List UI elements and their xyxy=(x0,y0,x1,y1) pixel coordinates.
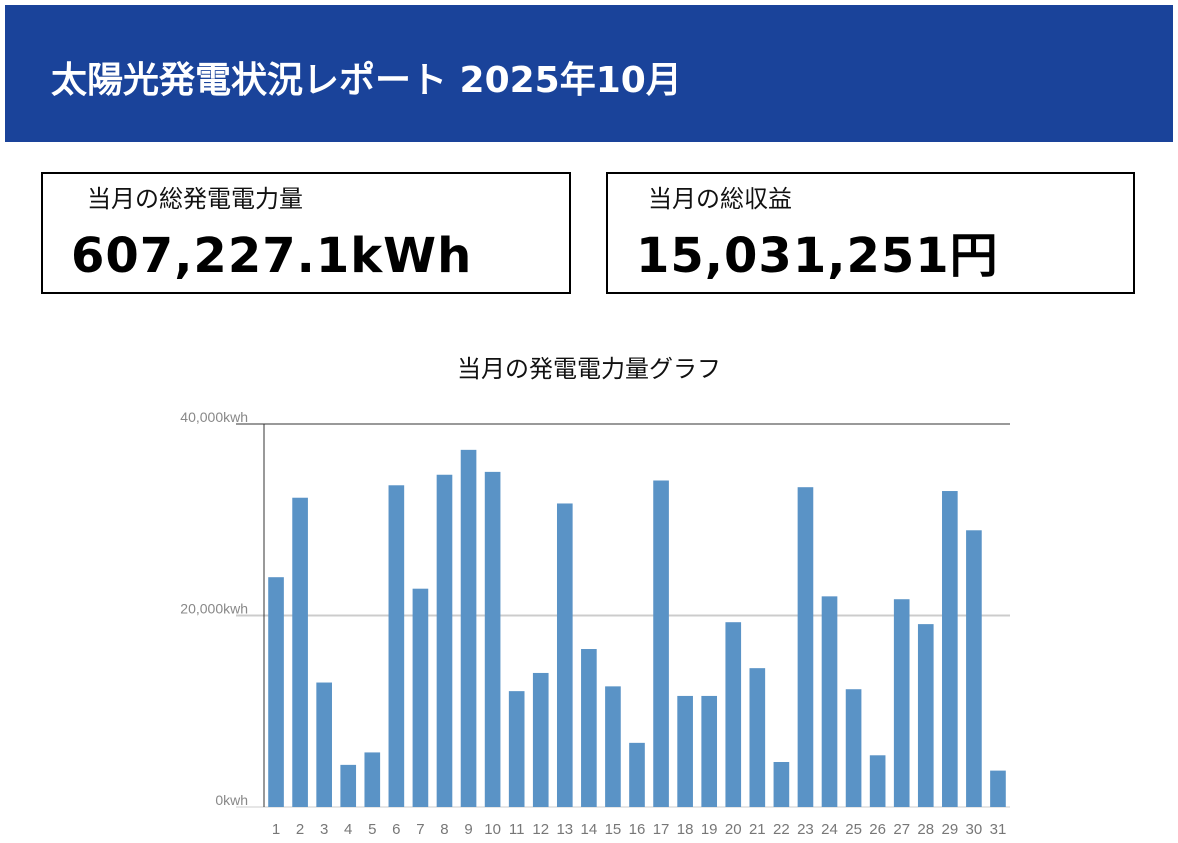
x-tick-label: 21 xyxy=(749,821,766,838)
x-tick-label: 16 xyxy=(629,821,646,838)
x-tick-label: 1 xyxy=(272,821,280,838)
bar-day-13 xyxy=(556,503,573,807)
bar-day-22 xyxy=(773,761,790,807)
x-tick-label: 18 xyxy=(677,821,694,838)
total-energy-label: 当月の総発電電力量 xyxy=(87,185,303,213)
bar-day-27 xyxy=(893,599,910,807)
x-tick-label: 12 xyxy=(532,821,549,838)
x-tick-label: 17 xyxy=(653,821,670,838)
x-tick-label: 11 xyxy=(509,821,525,838)
x-tick-label: 19 xyxy=(701,821,718,838)
x-tick-label: 14 xyxy=(581,821,598,838)
x-tick-label: 3 xyxy=(320,821,328,838)
x-tick-label: 2 xyxy=(296,821,304,838)
total-energy-value: 607,227.1kWh xyxy=(71,228,473,284)
bar-day-1 xyxy=(268,577,284,807)
total-revenue-value: 15,031,251円 xyxy=(636,228,999,284)
x-tick-label: 23 xyxy=(797,821,814,838)
x-tick-label: 10 xyxy=(484,821,501,838)
bar-day-8 xyxy=(436,474,453,807)
report-header: 太陽光発電状況レポート 2025年10月 xyxy=(5,5,1173,142)
bar-day-21 xyxy=(749,668,766,807)
bar-day-7 xyxy=(412,588,429,807)
bar-day-24 xyxy=(821,596,838,807)
bar-day-31 xyxy=(990,770,1006,807)
report-title: 太陽光発電状況レポート 2025年10月 xyxy=(51,60,682,101)
x-tick-label: 29 xyxy=(941,821,958,838)
x-tick-label: 6 xyxy=(392,821,400,838)
bar-day-26 xyxy=(869,755,886,807)
total-revenue-label: 当月の総収益 xyxy=(648,185,792,213)
x-tick-label: 27 xyxy=(893,821,910,838)
y-tick-label: 0kwh xyxy=(215,792,248,808)
bar-day-19 xyxy=(701,695,718,807)
bar-day-4 xyxy=(340,764,357,807)
bar-day-5 xyxy=(364,752,381,807)
total-revenue-card: 当月の総収益 15,031,251円 xyxy=(606,172,1135,294)
bar-day-18 xyxy=(677,695,693,807)
x-tick-label: 7 xyxy=(416,821,424,838)
x-tick-label: 5 xyxy=(368,821,376,838)
bar-day-28 xyxy=(917,624,934,807)
x-tick-label: 20 xyxy=(725,821,742,838)
x-tick-label: 4 xyxy=(344,821,352,838)
bar-day-11 xyxy=(508,691,525,807)
y-tick-label: 40,000kwh xyxy=(180,409,248,425)
x-tick-label: 8 xyxy=(440,821,448,838)
total-energy-card: 当月の総発電電力量 607,227.1kWh xyxy=(41,172,571,294)
x-tick-label: 13 xyxy=(556,821,573,838)
x-tick-label: 26 xyxy=(869,821,886,838)
bar-day-30 xyxy=(966,530,982,807)
bar-day-3 xyxy=(316,682,332,807)
x-tick-label: 22 xyxy=(773,821,790,838)
y-tick-label: 20,000kwh xyxy=(180,601,248,617)
chart-title: 当月の発電電力量グラフ xyxy=(457,355,721,383)
x-tick-label: 28 xyxy=(917,821,934,838)
bar-day-15 xyxy=(605,686,621,807)
x-tick-label: 25 xyxy=(845,821,862,838)
bar-day-23 xyxy=(797,487,814,807)
bar-day-20 xyxy=(725,622,742,807)
bar-day-9 xyxy=(460,449,477,807)
bar-day-2 xyxy=(292,497,308,807)
bar-day-6 xyxy=(388,485,405,807)
x-tick-label: 15 xyxy=(605,821,622,838)
bar-day-10 xyxy=(484,471,501,807)
x-tick-label: 24 xyxy=(821,821,838,838)
bar-day-17 xyxy=(653,480,669,807)
x-tick-label: 31 xyxy=(990,821,1007,838)
bar-day-16 xyxy=(629,742,645,807)
bar-day-25 xyxy=(845,689,862,807)
x-tick-label: 9 xyxy=(464,821,472,838)
x-tick-label: 30 xyxy=(966,821,983,838)
bar-day-14 xyxy=(581,649,597,807)
bar-day-12 xyxy=(532,672,549,807)
bar-day-29 xyxy=(942,491,958,807)
